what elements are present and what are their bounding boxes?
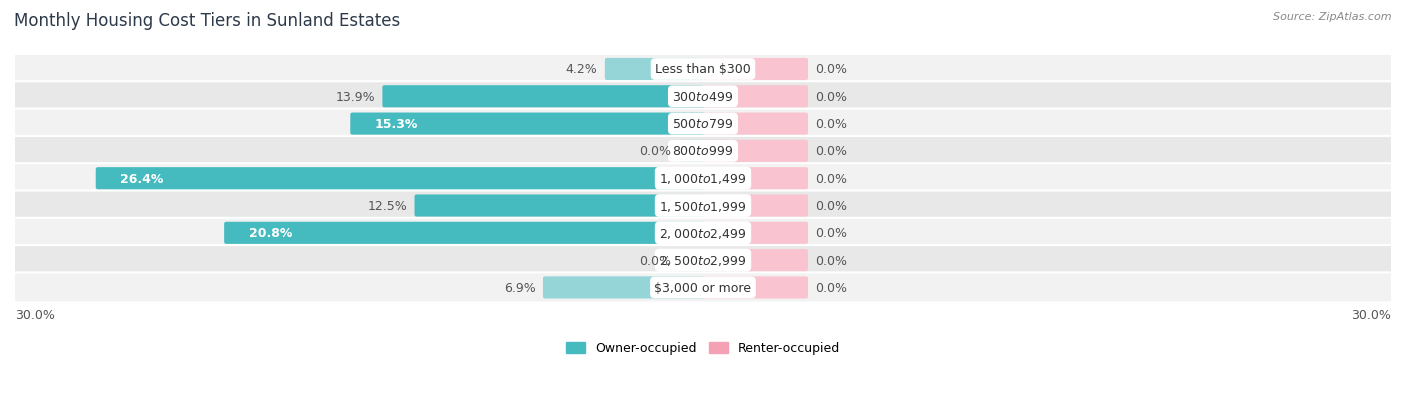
FancyBboxPatch shape	[96, 168, 704, 190]
Text: 0.0%: 0.0%	[815, 90, 848, 104]
Text: $1,500 to $1,999: $1,500 to $1,999	[659, 199, 747, 213]
FancyBboxPatch shape	[702, 59, 808, 81]
Text: 20.8%: 20.8%	[249, 227, 292, 240]
FancyBboxPatch shape	[702, 222, 808, 244]
FancyBboxPatch shape	[702, 195, 808, 217]
FancyBboxPatch shape	[13, 218, 1393, 248]
FancyBboxPatch shape	[13, 273, 1393, 303]
Text: 0.0%: 0.0%	[815, 254, 848, 267]
FancyBboxPatch shape	[224, 222, 704, 244]
Text: Monthly Housing Cost Tiers in Sunland Estates: Monthly Housing Cost Tiers in Sunland Es…	[14, 12, 401, 30]
FancyBboxPatch shape	[382, 86, 704, 108]
FancyBboxPatch shape	[13, 55, 1393, 85]
FancyBboxPatch shape	[702, 168, 808, 190]
Text: $1,000 to $1,499: $1,000 to $1,499	[659, 172, 747, 186]
FancyBboxPatch shape	[702, 86, 808, 108]
FancyBboxPatch shape	[702, 113, 808, 135]
Text: 6.9%: 6.9%	[503, 281, 536, 294]
Text: 0.0%: 0.0%	[638, 254, 671, 267]
FancyBboxPatch shape	[13, 137, 1393, 166]
Text: 30.0%: 30.0%	[15, 308, 55, 321]
FancyBboxPatch shape	[702, 277, 808, 299]
Text: 0.0%: 0.0%	[815, 63, 848, 76]
Text: 13.9%: 13.9%	[336, 90, 375, 104]
Text: 26.4%: 26.4%	[121, 172, 165, 185]
FancyBboxPatch shape	[13, 191, 1393, 221]
FancyBboxPatch shape	[678, 249, 704, 271]
Text: 0.0%: 0.0%	[815, 227, 848, 240]
FancyBboxPatch shape	[13, 164, 1393, 194]
Text: $2,000 to $2,499: $2,000 to $2,499	[659, 226, 747, 240]
Text: 0.0%: 0.0%	[815, 199, 848, 213]
FancyBboxPatch shape	[543, 277, 704, 299]
FancyBboxPatch shape	[702, 249, 808, 271]
Legend: Owner-occupied, Renter-occupied: Owner-occupied, Renter-occupied	[560, 335, 846, 361]
Text: 12.5%: 12.5%	[367, 199, 408, 213]
FancyBboxPatch shape	[415, 195, 704, 217]
Text: 4.2%: 4.2%	[565, 63, 598, 76]
Text: $3,000 or more: $3,000 or more	[655, 281, 751, 294]
Text: Source: ZipAtlas.com: Source: ZipAtlas.com	[1274, 12, 1392, 22]
Text: $2,500 to $2,999: $2,500 to $2,999	[659, 254, 747, 268]
FancyBboxPatch shape	[605, 59, 704, 81]
Text: $500 to $799: $500 to $799	[672, 118, 734, 131]
FancyBboxPatch shape	[13, 245, 1393, 275]
Text: 0.0%: 0.0%	[815, 118, 848, 131]
Text: 0.0%: 0.0%	[638, 145, 671, 158]
FancyBboxPatch shape	[350, 113, 704, 135]
Text: Less than $300: Less than $300	[655, 63, 751, 76]
Text: $300 to $499: $300 to $499	[672, 90, 734, 104]
Text: 30.0%: 30.0%	[1351, 308, 1391, 321]
Text: 0.0%: 0.0%	[815, 172, 848, 185]
FancyBboxPatch shape	[678, 140, 704, 163]
Text: 0.0%: 0.0%	[815, 281, 848, 294]
Text: 15.3%: 15.3%	[375, 118, 419, 131]
FancyBboxPatch shape	[13, 109, 1393, 139]
FancyBboxPatch shape	[702, 140, 808, 163]
FancyBboxPatch shape	[13, 82, 1393, 112]
Text: $800 to $999: $800 to $999	[672, 145, 734, 158]
Text: 0.0%: 0.0%	[815, 145, 848, 158]
